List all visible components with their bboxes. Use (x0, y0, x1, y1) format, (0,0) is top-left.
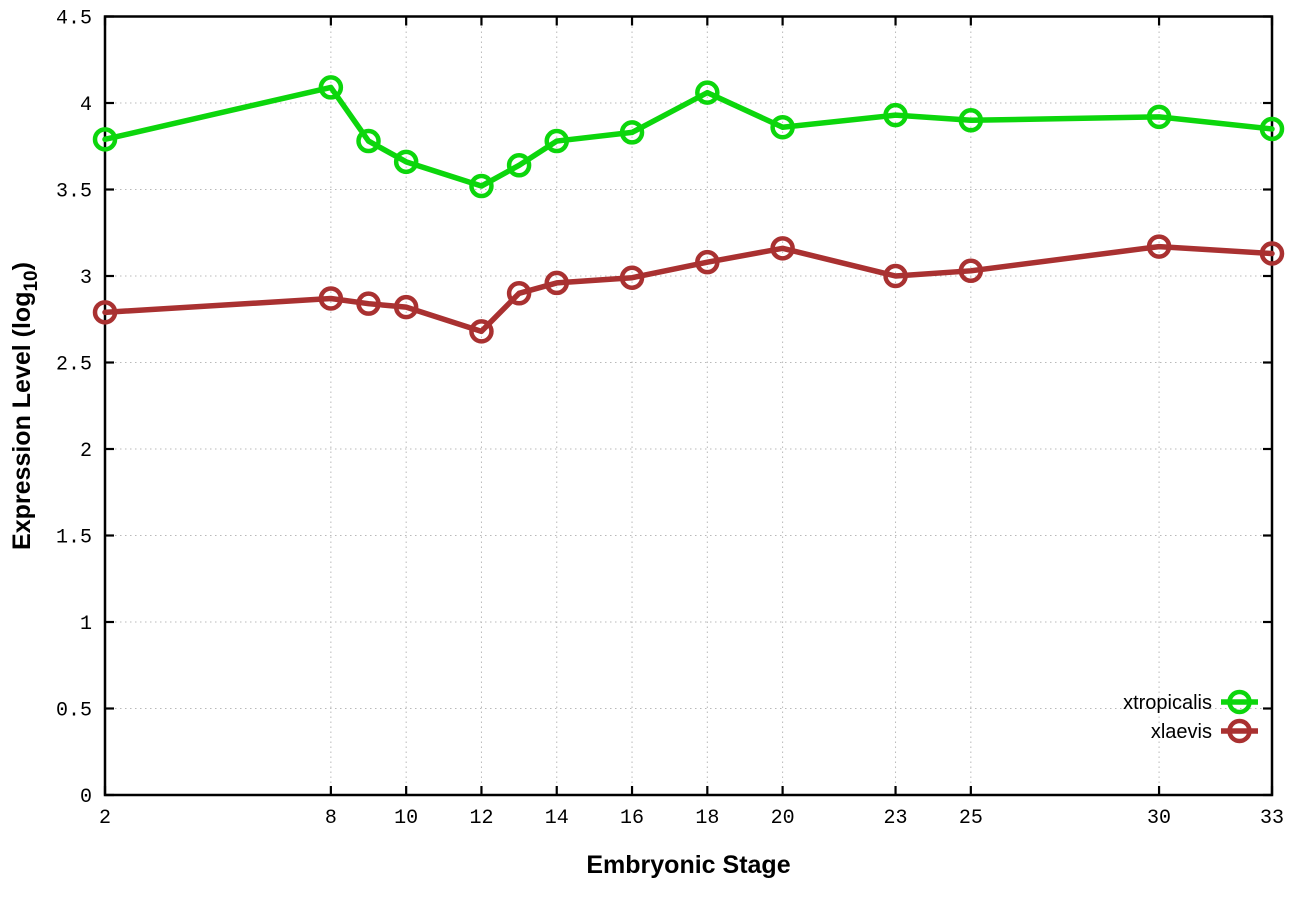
data-point-xtropicalis (92, 127, 118, 152)
x-tick-label: 30 (1147, 807, 1171, 830)
legend: xtropicalis xlaevis (1123, 689, 1258, 744)
data-point-xlaevis (318, 286, 344, 311)
legend-label-xlaevis: xlaevis (1151, 721, 1212, 743)
data-point-xlaevis (695, 249, 720, 275)
data-point-xtropicalis (469, 173, 494, 199)
series-xtropicalis (92, 75, 1285, 199)
legend-label-xtropicalis: xtropicalis (1123, 692, 1212, 714)
data-point-xtropicalis (619, 120, 645, 145)
data-point-xtropicalis (393, 149, 419, 175)
series-line-xtropicalis (102, 84, 1275, 189)
data-point-xlaevis (92, 300, 118, 325)
data-point-xlaevis (1259, 241, 1285, 266)
y-tick-label: 2.5 (56, 354, 92, 377)
data-point-xtropicalis (958, 108, 984, 133)
x-tick-label: 8 (325, 807, 337, 830)
x-tick-label: 10 (394, 807, 418, 830)
legend-sample-marker-xtropicalis (1227, 689, 1252, 715)
x-axis-title: Embryonic Stage (586, 851, 790, 879)
series-line-xlaevis (102, 243, 1275, 335)
data-point-xtropicalis (1146, 104, 1172, 130)
data-point-xtropicalis (356, 128, 381, 154)
y-tick-label: 1 (80, 613, 92, 636)
x-tick-label: 12 (469, 807, 493, 830)
data-point-xtropicalis (506, 153, 532, 178)
x-tick-label: 23 (884, 807, 908, 830)
data-point-xlaevis (883, 263, 908, 289)
data-point-xlaevis (393, 294, 419, 320)
data-point-xlaevis (469, 319, 494, 344)
y-axis-title: Expression Level (log10) (8, 262, 42, 550)
data-point-xtropicalis (318, 75, 344, 100)
plot-border (103, 15, 1274, 797)
data-point-xtropicalis (770, 114, 795, 140)
data-point-xlaevis (770, 236, 795, 261)
y-tick-label: 4 (80, 94, 92, 117)
data-point-xlaevis (506, 281, 532, 306)
gridlines (105, 16, 1272, 795)
data-point-xtropicalis (695, 80, 720, 105)
y-tick-label: 3 (80, 267, 92, 290)
x-tick-label: 20 (771, 807, 795, 830)
data-point-xlaevis (619, 265, 645, 290)
x-tick-label: 25 (959, 807, 983, 830)
y-tick-label: 4.5 (56, 8, 92, 31)
data-point-xlaevis (958, 258, 984, 284)
data-point-xlaevis (356, 291, 381, 316)
legend-sample-marker-xlaevis (1227, 718, 1252, 744)
x-tick-label: 33 (1260, 807, 1284, 830)
y-tick-label: 3.5 (56, 181, 92, 204)
data-point-xtropicalis (883, 102, 908, 128)
x-tick-label: 2 (99, 807, 111, 830)
x-tick-label: 16 (620, 807, 644, 830)
y-tick-label: 0.5 (56, 700, 92, 723)
series-xlaevis (92, 234, 1285, 344)
data-point-xlaevis (544, 270, 569, 296)
y-tick-label: 0 (80, 786, 92, 809)
y-tick-label: 1.5 (56, 527, 92, 550)
x-tick-label: 18 (695, 807, 719, 830)
y-tick-label: 2 (80, 440, 92, 463)
data-point-xtropicalis (544, 128, 569, 154)
data-point-xtropicalis (1259, 116, 1285, 142)
data-point-xlaevis (1146, 234, 1172, 259)
tick-marks (103, 15, 1274, 797)
x-tick-label: 14 (545, 807, 569, 830)
